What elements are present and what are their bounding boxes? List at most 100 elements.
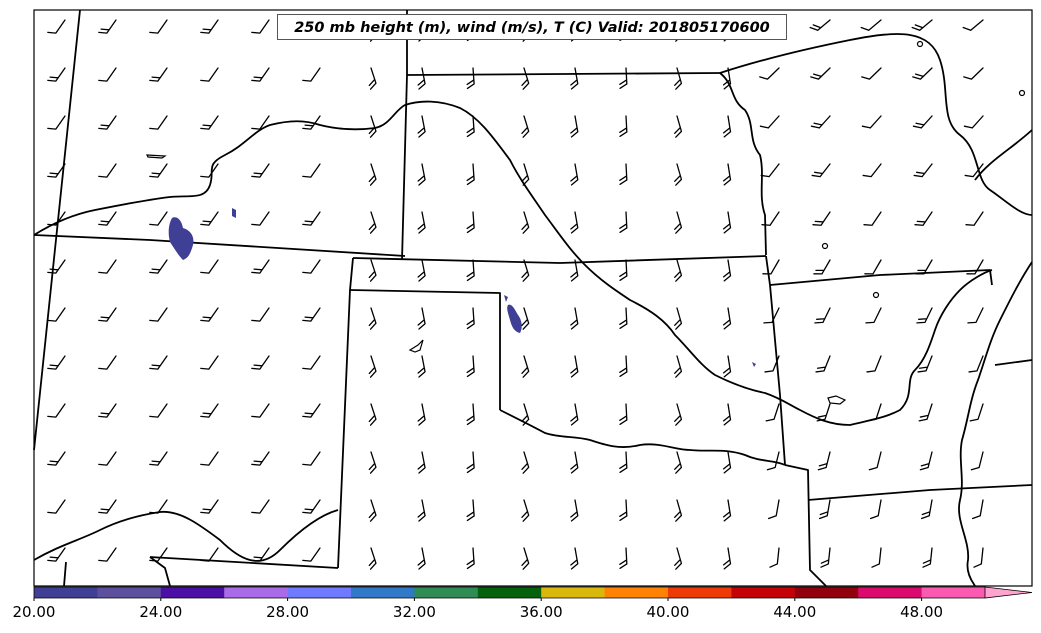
wind-barb bbox=[674, 403, 683, 426]
wind-barb bbox=[674, 547, 683, 570]
wind-barb bbox=[521, 403, 530, 426]
wind-barb bbox=[200, 451, 219, 466]
wind-barb bbox=[302, 355, 321, 370]
wind-barb bbox=[674, 259, 683, 282]
wind-barb bbox=[619, 211, 628, 233]
wind-barb bbox=[417, 355, 426, 378]
wind-barb bbox=[417, 163, 426, 186]
colorbar-tick-label: 24.00 bbox=[139, 603, 182, 621]
wind-barb bbox=[251, 163, 270, 178]
wind-barb bbox=[200, 355, 219, 370]
wind-barb bbox=[98, 163, 117, 178]
wind-barb bbox=[817, 451, 831, 471]
wind-barbs bbox=[47, 19, 984, 570]
wind-barb bbox=[98, 307, 117, 322]
wind-barb bbox=[98, 499, 117, 514]
wind-barb bbox=[816, 403, 831, 422]
wind-barb bbox=[810, 67, 831, 80]
wind-barb bbox=[47, 259, 66, 274]
wind-barb bbox=[368, 163, 377, 186]
wind-barb bbox=[722, 259, 732, 282]
wind-barb bbox=[674, 355, 683, 378]
boundary-louisiana-north bbox=[807, 484, 1033, 501]
wind-barb bbox=[911, 19, 933, 31]
wind-barb bbox=[912, 115, 933, 129]
wind-barb bbox=[521, 451, 530, 474]
wind-barb bbox=[674, 499, 683, 522]
wind-barb bbox=[47, 451, 66, 466]
wind-barb bbox=[466, 499, 475, 522]
wind-barb bbox=[619, 547, 628, 569]
wind-barb bbox=[762, 259, 780, 275]
wind-barb bbox=[619, 403, 628, 425]
wind-barb bbox=[820, 547, 831, 568]
wind-barb bbox=[251, 211, 270, 226]
wind-barb bbox=[722, 403, 732, 426]
wind-barb bbox=[98, 547, 117, 562]
wind-barb bbox=[368, 499, 377, 522]
wind-barb bbox=[466, 67, 475, 90]
wind-barb bbox=[98, 355, 117, 370]
terrain-contour-north bbox=[33, 100, 993, 426]
wind-barb bbox=[963, 67, 984, 80]
colorbar-segment bbox=[541, 587, 606, 598]
colorbar-tick-label: 44.00 bbox=[773, 603, 816, 621]
wind-barb bbox=[722, 547, 732, 570]
wind-barb bbox=[760, 163, 780, 178]
wind-barb bbox=[619, 307, 628, 329]
wind-barb bbox=[769, 547, 780, 568]
wind-barb bbox=[302, 451, 321, 466]
wind-barb bbox=[722, 355, 732, 378]
wind-barb bbox=[764, 355, 780, 373]
wind-barb bbox=[251, 499, 270, 514]
wind-barb bbox=[919, 451, 933, 471]
wind-barb bbox=[200, 259, 219, 274]
colorbar-tick-label: 28.00 bbox=[266, 603, 309, 621]
wind-barb bbox=[968, 355, 984, 373]
wind-barb bbox=[200, 67, 219, 82]
wind-barb bbox=[521, 67, 530, 90]
wind-barb bbox=[368, 211, 377, 234]
wind-barb bbox=[759, 67, 780, 80]
cold-patch-small bbox=[504, 295, 508, 302]
colorbar-segment bbox=[414, 587, 479, 598]
wind-barb bbox=[47, 547, 66, 562]
wind-barb bbox=[865, 307, 882, 324]
wind-barb bbox=[417, 307, 426, 330]
wind-barb bbox=[466, 355, 475, 378]
colorbar-segment bbox=[858, 587, 923, 598]
wind-barb bbox=[302, 403, 321, 418]
wind-barb bbox=[964, 163, 984, 178]
wind-barb bbox=[466, 403, 475, 426]
wind-barb bbox=[149, 403, 168, 418]
wind-barb bbox=[251, 67, 270, 82]
wind-barb bbox=[722, 211, 732, 234]
wind-barb bbox=[918, 403, 933, 422]
lake-circle-3 bbox=[821, 242, 829, 250]
wind-barb bbox=[912, 67, 933, 80]
wind-barb bbox=[767, 499, 780, 520]
boundary-wyoming-south bbox=[33, 234, 406, 257]
cold-patch-panhandle bbox=[507, 304, 522, 333]
wind-barb bbox=[47, 163, 66, 178]
wind-barb bbox=[570, 115, 579, 138]
wind-barb bbox=[521, 211, 530, 234]
wind-barb bbox=[149, 163, 168, 178]
cold-patch-colorado bbox=[168, 217, 194, 260]
boundary-southwest bbox=[63, 561, 67, 587]
wind-barb bbox=[674, 307, 683, 330]
colorbar-extend-arrow bbox=[984, 586, 1033, 599]
wind-barb bbox=[149, 19, 168, 34]
colorbar-segment bbox=[287, 587, 352, 598]
wind-barb bbox=[149, 355, 168, 370]
colorbar-tick-label: 20.00 bbox=[13, 603, 56, 621]
wind-barb bbox=[47, 499, 66, 514]
colorbar-segment bbox=[731, 587, 796, 598]
wind-barb bbox=[521, 307, 530, 330]
wind-barb bbox=[813, 259, 831, 275]
wind-barb bbox=[302, 163, 321, 178]
wind-barb bbox=[98, 259, 117, 274]
wind-barb bbox=[368, 547, 377, 570]
wind-barb bbox=[466, 259, 475, 282]
